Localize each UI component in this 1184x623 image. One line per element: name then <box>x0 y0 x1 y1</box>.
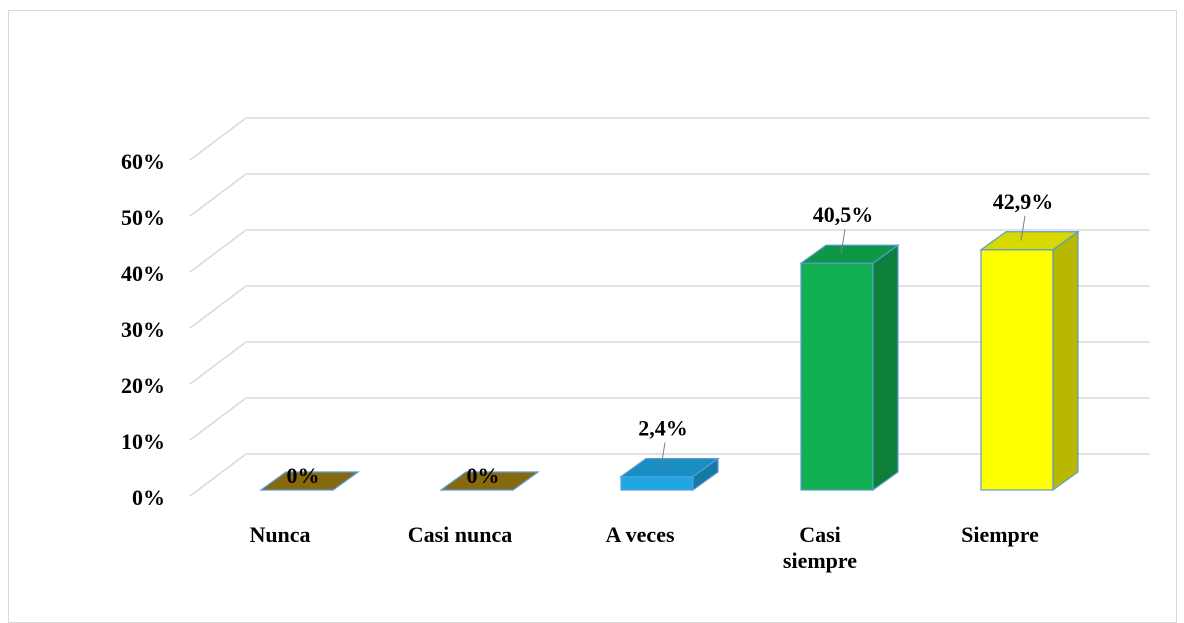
value-label: 0% <box>467 463 500 488</box>
y-tick-label: 40% <box>121 261 165 286</box>
bar-top <box>259 471 360 491</box>
grid-line <box>189 229 1150 273</box>
grid-line <box>189 117 1150 161</box>
bar-front <box>620 475 694 491</box>
x-tick-label: A veces <box>605 522 675 547</box>
leader-line <box>840 229 846 255</box>
bar-side <box>1052 230 1079 492</box>
x-tick-label: Casi siempre <box>782 522 858 573</box>
y-tick-label: 0% <box>132 485 165 510</box>
bar-front <box>980 249 1054 491</box>
x-tick-label: Nunca <box>249 522 311 547</box>
value-label: 2,4% <box>638 416 688 441</box>
x-tick-label: Casi nunca <box>407 522 513 547</box>
x-tick-label: Siempre <box>961 522 1039 547</box>
bar-top <box>979 231 1080 251</box>
y-tick-label: 10% <box>121 429 165 454</box>
bar-side <box>872 244 899 492</box>
y-tick-label: 30% <box>121 317 165 342</box>
value-label: 42,9% <box>993 189 1054 214</box>
leader-line <box>660 442 666 468</box>
bar-top <box>619 457 720 478</box>
y-tick-label: 20% <box>121 373 165 398</box>
grid-line <box>189 173 1150 217</box>
value-label: 40,5% <box>813 202 874 227</box>
bar-top <box>439 471 540 491</box>
bar-top <box>799 244 900 264</box>
value-label: 0% <box>287 463 320 488</box>
y-tick-label: 60% <box>121 149 165 174</box>
y-tick-label: 50% <box>121 205 165 230</box>
bar-front <box>800 262 874 491</box>
leader-line <box>1020 215 1026 241</box>
